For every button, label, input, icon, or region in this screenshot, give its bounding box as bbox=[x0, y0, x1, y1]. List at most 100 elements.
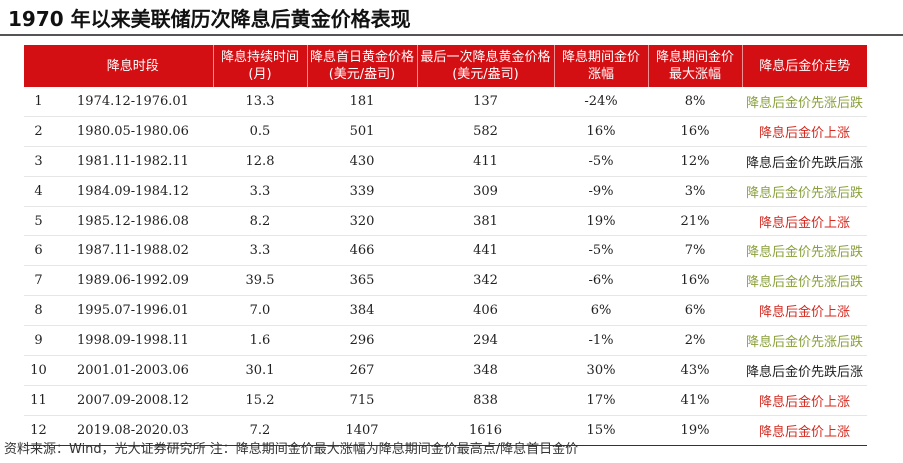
header-first-price: 降息首日黄金价格(美元/盎司) bbox=[307, 45, 418, 87]
cell-index: 5 bbox=[34, 213, 43, 229]
cell-duration: 7.2 bbox=[249, 422, 271, 438]
cell-trend: 降息后金价先涨后跌 bbox=[745, 185, 863, 201]
cell-last-price: 342 bbox=[473, 273, 498, 289]
cell-period: 1974.12-1976.01 bbox=[77, 93, 189, 109]
table-row: 2 1980.05-1980.06 0.5 501 582 16% 16% 降息后金价上涨 bbox=[24, 116, 867, 147]
cell-max-change: 16% bbox=[680, 273, 710, 289]
cell-first-price: 466 bbox=[349, 243, 375, 259]
cell-index: 3 bbox=[34, 153, 43, 169]
table-row: 12 2019.08-2020.03 7.2 1407 1616 15% 19% 降息后金价上… bbox=[24, 415, 867, 446]
cell-first-price: 181 bbox=[349, 93, 375, 109]
cell-period: 1998.09-1998.11 bbox=[77, 333, 189, 349]
cell-first-price: 365 bbox=[349, 273, 375, 289]
table-row: 1 1974.12-1976.01 13.3 181 137 -24% 8% 降息后金价先涨后… bbox=[24, 87, 867, 117]
cell-duration: 0.5 bbox=[249, 123, 271, 139]
cell-duration: 39.5 bbox=[245, 273, 275, 289]
cell-change: 19% bbox=[586, 213, 616, 229]
cell-index: 4 bbox=[34, 183, 43, 199]
cell-trend: 降息后金价先跌后涨 bbox=[745, 364, 863, 380]
cell-first-price: 339 bbox=[349, 183, 375, 199]
table-row: 3 1981.11-1982.11 12.8 430 411 -5% 12% 降息后金价先跌后… bbox=[24, 146, 867, 177]
cell-trend: 降息后金价上涨 bbox=[758, 394, 850, 410]
cell-max-change: 6% bbox=[684, 303, 706, 319]
cell-duration: 1.6 bbox=[249, 333, 271, 349]
cell-last-price: 411 bbox=[473, 153, 498, 169]
cell-index: 6 bbox=[34, 243, 43, 259]
cell-change: 30% bbox=[586, 362, 616, 378]
header-period: 降息时段 bbox=[53, 45, 214, 87]
cell-change: 16% bbox=[586, 123, 616, 139]
gold-price-table-container: 降息时段 降息持续时间(月) 降息首日黄金价格(美元/盎司) 最后一次降息黄金价… bbox=[24, 45, 867, 446]
cell-duration: 3.3 bbox=[249, 183, 271, 199]
cell-trend: 降息后金价上涨 bbox=[758, 215, 850, 231]
cell-max-change: 8% bbox=[684, 93, 706, 109]
header-last-price: 最后一次降息黄金价格(美元/盎司) bbox=[417, 45, 555, 87]
cell-index: 1 bbox=[34, 93, 43, 109]
cell-index: 11 bbox=[30, 392, 47, 408]
cell-last-price: 137 bbox=[473, 93, 498, 109]
cell-first-price: 296 bbox=[349, 333, 375, 349]
cell-trend: 降息后金价先涨后跌 bbox=[745, 95, 863, 111]
cell-max-change: 7% bbox=[684, 243, 706, 259]
table-row: 4 1984.09-1984.12 3.3 339 309 -9% 3% 降息后金价先涨后跌 bbox=[24, 176, 867, 207]
cell-max-change: 12% bbox=[680, 153, 710, 169]
table-row: 6 1987.11-1988.02 3.3 466 441 -5% 7% 降息后金价先涨后跌 bbox=[24, 236, 867, 266]
cell-trend: 降息后金价先涨后跌 bbox=[745, 335, 863, 351]
cell-change: -5% bbox=[588, 153, 614, 169]
cell-change: -9% bbox=[588, 183, 614, 199]
cell-change: -5% bbox=[588, 243, 614, 259]
cell-last-price: 294 bbox=[473, 333, 498, 349]
cell-first-price: 430 bbox=[349, 153, 375, 169]
cell-duration: 30.1 bbox=[245, 362, 275, 378]
header-index bbox=[24, 45, 53, 87]
cell-first-price: 715 bbox=[349, 392, 375, 408]
cell-first-price: 501 bbox=[349, 123, 375, 139]
cell-trend: 降息后金价上涨 bbox=[758, 305, 850, 321]
cell-period: 1987.11-1988.02 bbox=[77, 243, 189, 259]
cell-max-change: 16% bbox=[680, 123, 710, 139]
source-note: 资料来源：Wind，光大证券研究所 注：降息期间金价最大涨幅为降息期间金价最高点… bbox=[4, 442, 579, 457]
header-change: 降息期间金价涨幅 bbox=[554, 45, 649, 87]
cell-trend: 降息后金价上涨 bbox=[758, 125, 850, 141]
cell-first-price: 267 bbox=[349, 362, 375, 378]
cell-period: 1980.05-1980.06 bbox=[77, 123, 189, 139]
cell-index: 10 bbox=[30, 362, 47, 378]
cell-duration: 7.0 bbox=[249, 303, 271, 319]
cell-trend: 降息后金价上涨 bbox=[758, 424, 850, 440]
cell-period: 1984.09-1984.12 bbox=[77, 183, 189, 199]
cell-change: 15% bbox=[586, 422, 616, 438]
cell-max-change: 43% bbox=[680, 362, 710, 378]
cell-period: 1995.07-1996.01 bbox=[77, 303, 189, 319]
cell-last-price: 582 bbox=[473, 123, 498, 139]
cell-index: 12 bbox=[30, 422, 47, 438]
cell-last-price: 309 bbox=[473, 183, 498, 199]
cell-period: 1989.06-1992.09 bbox=[77, 273, 189, 289]
cell-last-price: 838 bbox=[473, 392, 498, 408]
cell-index: 7 bbox=[34, 273, 43, 289]
cell-max-change: 21% bbox=[680, 213, 710, 229]
header-trend: 降息后金价走势 bbox=[742, 45, 867, 87]
table-row: 5 1985.12-1986.08 8.2 320 381 19% 21% 降息后金价上涨 bbox=[24, 206, 867, 236]
cell-duration: 3.3 bbox=[249, 243, 271, 259]
cell-index: 8 bbox=[34, 303, 43, 319]
cell-change: -24% bbox=[584, 93, 618, 109]
cell-index: 9 bbox=[34, 333, 43, 349]
cell-change: 17% bbox=[586, 392, 616, 408]
header-duration: 降息持续时间(月) bbox=[213, 45, 308, 87]
cell-max-change: 41% bbox=[680, 392, 710, 408]
cell-last-price: 381 bbox=[473, 213, 498, 229]
cell-period: 1981.11-1982.11 bbox=[77, 153, 189, 169]
table-row: 11 2007.09-2008.12 15.2 715 838 17% 41% 降息后金价上涨 bbox=[24, 385, 867, 416]
title-divider bbox=[0, 34, 903, 36]
cell-trend: 降息后金价先涨后跌 bbox=[745, 245, 863, 261]
cell-duration: 12.8 bbox=[245, 153, 275, 169]
table-row: 9 1998.09-1998.11 1.6 296 294 -1% 2% 降息后金价先涨后跌 bbox=[24, 326, 867, 356]
cell-period: 1985.12-1986.08 bbox=[77, 213, 189, 229]
cell-max-change: 3% bbox=[684, 183, 706, 199]
cell-change: -1% bbox=[588, 333, 614, 349]
cell-duration: 13.3 bbox=[245, 93, 275, 109]
header-max-change: 降息期间金价最大涨幅 bbox=[648, 45, 743, 87]
table-row: 8 1995.07-1996.01 7.0 384 406 6% 6% 降息后金价上涨 bbox=[24, 296, 867, 326]
cell-first-price: 384 bbox=[349, 303, 375, 319]
cell-period: 2007.09-2008.12 bbox=[77, 392, 189, 408]
